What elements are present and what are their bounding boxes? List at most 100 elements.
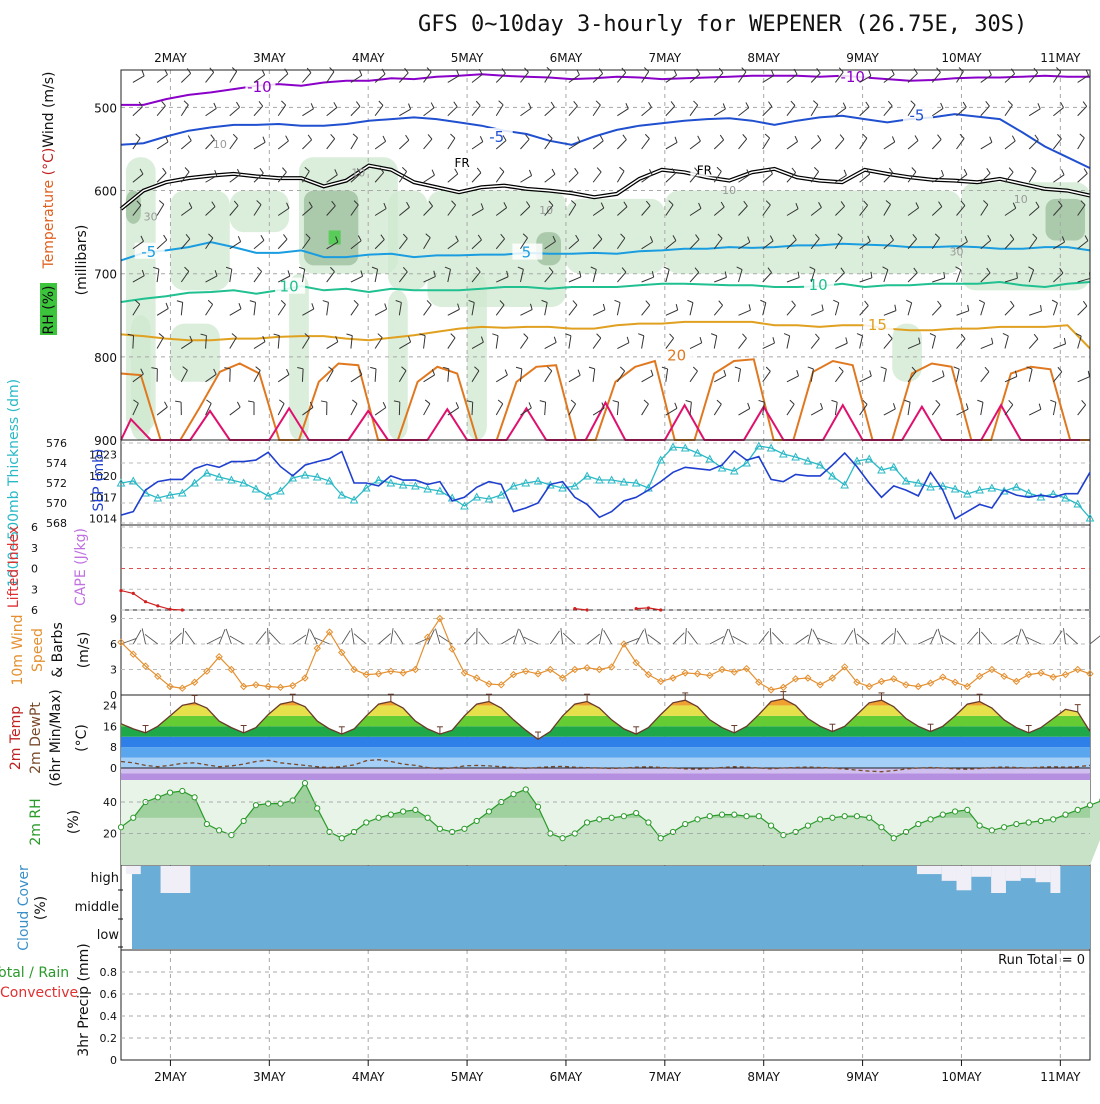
wind-barb-feather (166, 303, 168, 309)
wind-barb (569, 404, 576, 415)
wind-barb (206, 72, 214, 82)
precip-ylabel-part: 3hr Precip (mm) (76, 943, 92, 1056)
rh2m-point (339, 836, 344, 841)
wind-barb-feather (646, 301, 650, 306)
lifted-index-point (647, 606, 650, 609)
panel-frame-li (121, 525, 1090, 610)
wind-ylabel-3-part: & Barbs (50, 622, 66, 678)
wind-barb (1029, 171, 1036, 182)
wind-barb (302, 109, 313, 116)
top-date-label: 4MAY (352, 51, 385, 65)
wind-barb-feather (259, 101, 263, 106)
wind-barb-feather (623, 135, 627, 140)
wind-barb (908, 402, 910, 415)
wind-barb (860, 376, 872, 382)
rh2m-point (253, 803, 258, 808)
wind-barb-feather (274, 334, 280, 336)
wind-barb (545, 371, 552, 382)
wind-barb (181, 141, 191, 149)
rh-shading (121, 0, 1090, 440)
wind-barb (981, 402, 983, 415)
wind-barb-feather (986, 101, 990, 106)
rh-contour-label: 10 (722, 184, 736, 197)
surface-wind-barb (219, 629, 225, 644)
wind-barb (351, 305, 358, 316)
panel-frame-precip (121, 950, 1090, 1060)
surface-wind-barb (230, 636, 244, 644)
lifted-index-point (586, 608, 589, 611)
surface-wind-barb (268, 628, 269, 644)
pressure-tick-label: 800 (94, 351, 117, 365)
cloud-level-label: middle (75, 900, 119, 915)
wind-barb-feather (724, 370, 726, 376)
wind-barb-feather (260, 168, 263, 173)
surface-wind-barb (142, 628, 145, 644)
surface-wind-barb (1064, 628, 1066, 644)
pressure-tick-label: 900 (94, 434, 117, 448)
bottom-date-label: 3MAY (253, 1070, 286, 1084)
wind-barb (520, 338, 527, 349)
wind-barb-feather (237, 402, 240, 407)
wind-barb (957, 270, 961, 282)
rh2m-point (940, 812, 945, 817)
wind-barb (1005, 306, 1014, 315)
wind-barb-feather (742, 334, 746, 338)
rh2m-point (768, 823, 773, 828)
rh2m-point (437, 826, 442, 831)
temp-ylabel-4: (°C) (74, 724, 90, 752)
wind-barb-feather (547, 67, 552, 71)
wind-barb (230, 309, 241, 316)
wind-barb (666, 310, 678, 315)
rh2m-point (977, 823, 982, 828)
wind-barb-feather (499, 101, 503, 105)
rh2m-point (597, 817, 602, 822)
lifted-index-point (181, 608, 184, 611)
thickness-tick-label: 574 (46, 457, 67, 470)
wind-barb-feather (600, 136, 603, 141)
wind-barb-feather (906, 300, 911, 303)
wind-barb (957, 339, 966, 349)
wind-barb-feather (881, 367, 887, 369)
slp-line (121, 451, 1090, 519)
wind-barb (1053, 402, 1055, 415)
wind-speed-line (121, 619, 1090, 690)
wind-barb (835, 371, 843, 381)
rh2m-point (879, 825, 884, 830)
wind-barb (811, 73, 820, 82)
rh2m-point (302, 781, 307, 786)
wind-barb-feather (963, 102, 966, 107)
wind-barb-feather (960, 134, 964, 138)
rh2m-point (891, 836, 896, 841)
thickness-tick-label: 576 (46, 437, 67, 450)
contour-label: 15 (868, 316, 887, 334)
wind-barb-feather (760, 300, 765, 302)
wind-barb (569, 336, 571, 349)
wind-barb-feather (1064, 338, 1065, 344)
wind-barb-feather (964, 169, 967, 174)
wind-barb (860, 107, 870, 116)
wind-barb-feather (869, 70, 871, 76)
bottom-date-label: 7MAY (649, 1070, 682, 1084)
surface-wind-barb (648, 635, 661, 644)
wind-barb-feather (261, 235, 264, 240)
surface-wind-barb (185, 631, 194, 644)
wind-barb (835, 303, 838, 316)
wind-barb (1053, 303, 1057, 315)
wind-barb (230, 107, 240, 116)
thickness-tick-label: 572 (46, 477, 67, 490)
wind-barb-feather (839, 367, 843, 371)
wind-barb-feather (175, 401, 181, 402)
wind-barb-feather (1088, 371, 1089, 377)
wind-barb (520, 310, 532, 316)
wind-barb-feather (500, 167, 504, 171)
wind-barb (593, 338, 601, 349)
wind-barb (254, 142, 265, 149)
wind-barb-feather (1083, 102, 1087, 107)
wind-barb-feather (480, 136, 482, 141)
wind-barb-feather (311, 103, 313, 109)
wind-barb (666, 369, 668, 382)
wind-barb (375, 105, 383, 115)
li-ylabel: Lifted Index (6, 526, 22, 608)
temp-band (121, 747, 1090, 757)
li-tick-label: 3 (31, 583, 38, 596)
